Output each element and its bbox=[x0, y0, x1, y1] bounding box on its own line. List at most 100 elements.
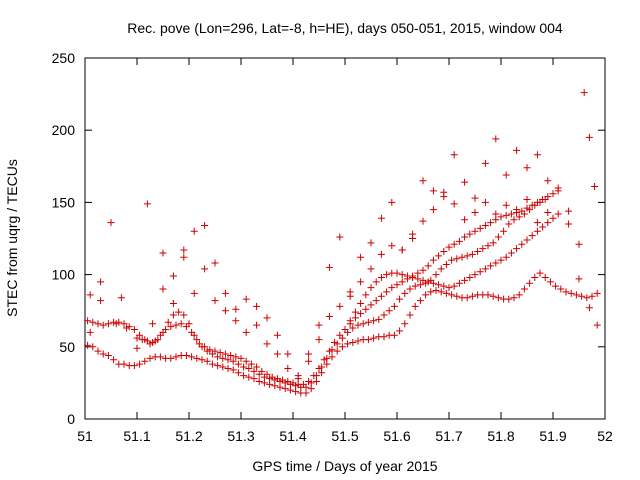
data-point bbox=[169, 299, 177, 307]
data-point bbox=[588, 292, 596, 300]
y-tick-label: 0 bbox=[67, 411, 75, 427]
data-point bbox=[398, 246, 406, 254]
data-point bbox=[237, 354, 245, 362]
data-point bbox=[284, 377, 292, 385]
data-point bbox=[411, 302, 419, 310]
data-point bbox=[497, 213, 505, 221]
data-point bbox=[172, 321, 180, 329]
data-point bbox=[466, 230, 474, 238]
data-point bbox=[214, 362, 222, 370]
data-point bbox=[253, 363, 261, 371]
data-point bbox=[502, 211, 510, 219]
data-point bbox=[84, 317, 92, 325]
x-tick-label: 51.6 bbox=[383, 428, 410, 444]
data-point bbox=[310, 372, 318, 380]
data-point bbox=[305, 350, 313, 358]
data-point bbox=[240, 363, 248, 371]
x-tick-label: 51.9 bbox=[539, 428, 566, 444]
x-axis: 51 51.1 51.2 51.3 51.4 51.5 51.6 51.7 51.8 51.9 52 bbox=[77, 58, 613, 444]
data-point bbox=[505, 295, 513, 303]
data-point bbox=[442, 289, 450, 297]
data-point bbox=[463, 252, 471, 260]
data-point bbox=[461, 233, 469, 241]
data-point bbox=[591, 183, 599, 191]
data-point bbox=[481, 159, 489, 167]
data-point bbox=[585, 133, 593, 141]
data-point bbox=[422, 291, 430, 299]
data-point bbox=[419, 276, 427, 284]
y-tick-label: 100 bbox=[52, 267, 76, 283]
data-point bbox=[258, 367, 266, 375]
data-point bbox=[565, 220, 573, 228]
data-point bbox=[390, 302, 398, 310]
data-point bbox=[159, 285, 167, 293]
data-point bbox=[268, 373, 276, 381]
data-point bbox=[201, 343, 209, 351]
data-point bbox=[440, 282, 448, 290]
data-point bbox=[120, 360, 128, 368]
data-point bbox=[130, 325, 138, 333]
data-point bbox=[219, 363, 227, 371]
data-point bbox=[367, 301, 375, 309]
data-point bbox=[193, 354, 201, 362]
data-point bbox=[219, 354, 227, 362]
data-point bbox=[331, 338, 339, 346]
data-point bbox=[406, 311, 414, 319]
data-point bbox=[544, 177, 552, 185]
data-point bbox=[383, 271, 391, 279]
y-axis-label: STEC from uqrg / TECUs bbox=[4, 159, 20, 317]
data-point bbox=[528, 201, 536, 209]
data-point bbox=[149, 338, 157, 346]
data-point bbox=[453, 292, 461, 300]
data-point bbox=[497, 256, 505, 264]
data-point bbox=[250, 375, 258, 383]
data-point bbox=[533, 198, 541, 206]
data-point bbox=[388, 198, 396, 206]
data-point bbox=[175, 308, 183, 316]
data-point bbox=[299, 380, 307, 388]
x-tick-label: 51 bbox=[77, 428, 93, 444]
data-point bbox=[370, 334, 378, 342]
x-axis-label: GPS time / Days of year 2015 bbox=[252, 458, 437, 474]
data-point bbox=[253, 321, 261, 329]
x-tick-label: 51.7 bbox=[435, 428, 462, 444]
data-point bbox=[492, 259, 500, 267]
data-point bbox=[471, 271, 479, 279]
data-point bbox=[344, 340, 352, 348]
data-point bbox=[515, 291, 523, 299]
data-point bbox=[481, 198, 489, 206]
data-point bbox=[546, 278, 554, 286]
data-point bbox=[533, 227, 541, 235]
data-point bbox=[471, 209, 479, 217]
data-point bbox=[461, 276, 469, 284]
data-point bbox=[351, 308, 359, 316]
data-point bbox=[336, 233, 344, 241]
data-point bbox=[489, 239, 497, 247]
data-point bbox=[432, 286, 440, 294]
data-point bbox=[468, 250, 476, 258]
data-point bbox=[224, 356, 232, 364]
data-point bbox=[372, 297, 380, 305]
data-point bbox=[346, 292, 354, 300]
data-point bbox=[502, 253, 510, 261]
data-point bbox=[242, 328, 250, 336]
data-point bbox=[185, 320, 193, 328]
data-point bbox=[455, 237, 463, 245]
data-point bbox=[390, 331, 398, 339]
data-point bbox=[476, 224, 484, 232]
data-point bbox=[232, 317, 240, 325]
data-point bbox=[429, 256, 437, 264]
data-point bbox=[190, 331, 198, 339]
data-point bbox=[445, 284, 453, 292]
data-point bbox=[89, 343, 97, 351]
data-point bbox=[450, 240, 458, 248]
x-tick-label: 51.8 bbox=[487, 428, 514, 444]
data-point bbox=[523, 196, 531, 204]
data-point bbox=[143, 200, 151, 208]
data-point bbox=[502, 201, 510, 209]
data-point bbox=[544, 193, 552, 201]
data-point bbox=[195, 340, 203, 348]
data-point bbox=[375, 315, 383, 323]
data-point bbox=[427, 288, 435, 296]
